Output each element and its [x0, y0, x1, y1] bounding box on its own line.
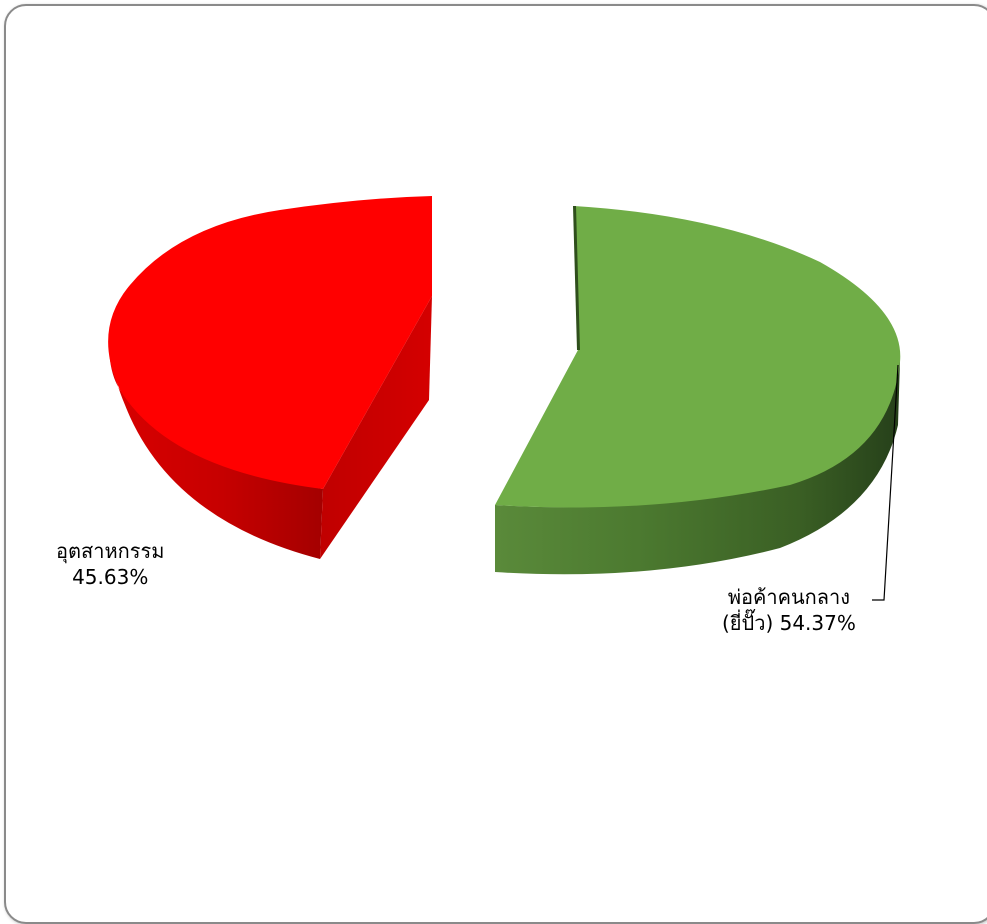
data-label-middleman-value: 54.37%	[779, 611, 856, 635]
pie-slice-middleman-edge	[573, 206, 580, 350]
pie-slice-industry	[108, 196, 432, 559]
pie-slice-middleman-top	[495, 206, 901, 508]
pie-chart	[108, 196, 901, 601]
data-label-industry: อุตสาหกรรม 45.63%	[56, 538, 164, 590]
leader-line	[872, 364, 899, 601]
data-label-middleman: พ่อค้าคนกลาง (ยี่ปั๊ว) 54.37%	[722, 584, 856, 636]
pie-slice-industry-cut	[320, 296, 432, 559]
pie-slice-industry-top	[108, 196, 432, 489]
data-label-industry-value: 45.63%	[72, 565, 149, 589]
pie-slice-middleman-side	[495, 360, 900, 575]
data-label-middleman-name2: (ยี่ปั๊ว)	[722, 611, 780, 635]
pie-slice-middleman	[495, 206, 901, 575]
data-label-middleman-row2: (ยี่ปั๊ว) 54.37%	[722, 610, 856, 636]
data-label-industry-name: อุตสาหกรรม	[56, 539, 165, 563]
pie-slice-industry-side	[109, 328, 323, 559]
data-label-middleman-name: พ่อค้าคนกลาง	[727, 585, 851, 609]
